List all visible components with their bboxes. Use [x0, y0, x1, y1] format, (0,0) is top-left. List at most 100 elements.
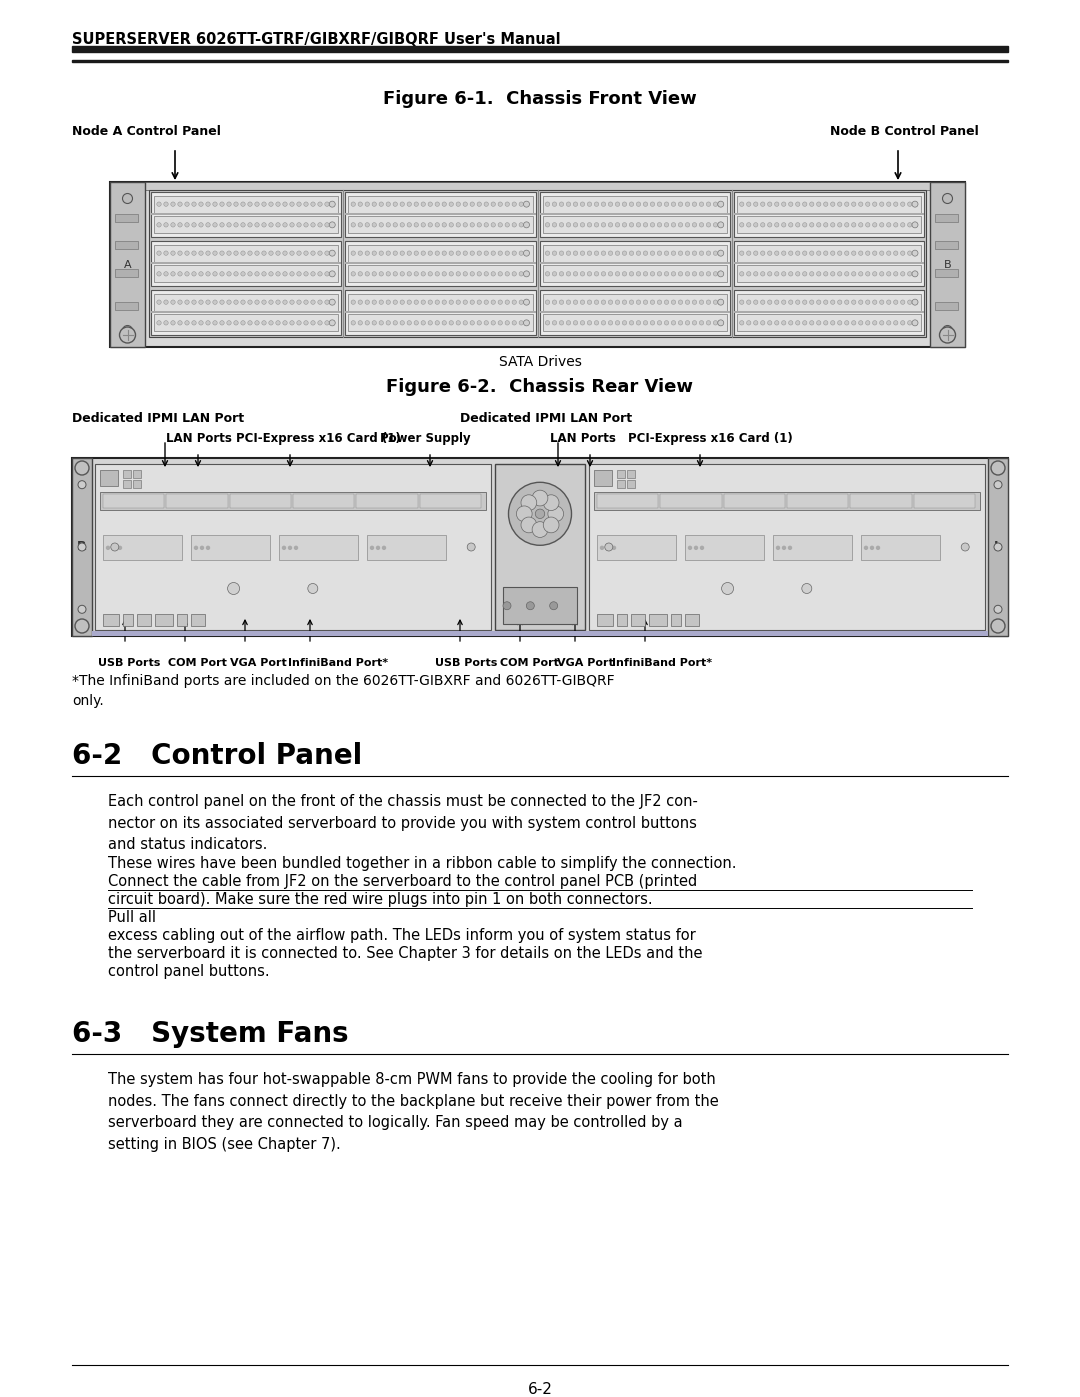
Circle shape — [700, 251, 704, 256]
Circle shape — [303, 300, 308, 305]
Bar — [733, 242, 924, 286]
Circle shape — [824, 222, 828, 228]
Circle shape — [865, 222, 870, 228]
Circle shape — [283, 251, 287, 256]
Circle shape — [220, 251, 225, 256]
Circle shape — [185, 321, 189, 326]
Circle shape — [865, 321, 870, 326]
Circle shape — [227, 321, 231, 326]
Circle shape — [873, 251, 877, 256]
Circle shape — [386, 222, 391, 228]
Circle shape — [622, 222, 626, 228]
Text: Figure 6-2.  Chassis Rear View: Figure 6-2. Chassis Rear View — [387, 379, 693, 395]
Text: the serverboard it is connected to. See Chapter 3 for details on the LEDs and th: the serverboard it is connected to. See … — [108, 946, 702, 961]
Circle shape — [289, 321, 294, 326]
Circle shape — [692, 321, 697, 326]
Circle shape — [608, 203, 612, 207]
Circle shape — [269, 321, 273, 326]
Circle shape — [185, 222, 189, 228]
Circle shape — [372, 203, 377, 207]
Circle shape — [400, 251, 404, 256]
Circle shape — [351, 321, 355, 326]
Circle shape — [247, 251, 253, 256]
Circle shape — [774, 321, 779, 326]
Text: LAN Ports: LAN Ports — [550, 432, 616, 446]
Circle shape — [329, 250, 335, 256]
Circle shape — [692, 251, 697, 256]
Circle shape — [521, 495, 537, 510]
Circle shape — [686, 203, 690, 207]
Circle shape — [552, 271, 556, 277]
Circle shape — [859, 222, 863, 228]
Circle shape — [616, 300, 620, 305]
Circle shape — [879, 203, 883, 207]
Circle shape — [754, 300, 758, 305]
Bar — [348, 244, 532, 261]
Circle shape — [816, 203, 821, 207]
Circle shape — [838, 251, 842, 256]
Circle shape — [887, 271, 891, 277]
Circle shape — [289, 251, 294, 256]
Bar — [154, 196, 338, 212]
Circle shape — [740, 203, 744, 207]
Circle shape — [261, 251, 266, 256]
Circle shape — [379, 251, 383, 256]
Circle shape — [247, 222, 253, 228]
Circle shape — [713, 203, 718, 207]
Bar — [542, 217, 727, 233]
Circle shape — [449, 203, 454, 207]
Bar — [151, 261, 341, 264]
Circle shape — [768, 203, 772, 207]
Circle shape — [754, 321, 758, 326]
Bar — [685, 615, 699, 626]
Circle shape — [796, 251, 800, 256]
Circle shape — [297, 222, 301, 228]
Circle shape — [512, 321, 516, 326]
Circle shape — [893, 300, 897, 305]
Circle shape — [566, 222, 570, 228]
Circle shape — [552, 321, 556, 326]
Circle shape — [435, 203, 440, 207]
Circle shape — [686, 300, 690, 305]
Circle shape — [622, 203, 626, 207]
Bar — [631, 615, 645, 626]
Bar — [114, 214, 138, 222]
Circle shape — [845, 271, 849, 277]
Circle shape — [630, 300, 634, 305]
Circle shape — [573, 321, 578, 326]
Circle shape — [845, 321, 849, 326]
Circle shape — [796, 222, 800, 228]
Bar — [685, 535, 765, 560]
Bar — [589, 464, 985, 630]
Circle shape — [612, 546, 616, 549]
Bar — [649, 615, 667, 626]
Circle shape — [664, 203, 669, 207]
Circle shape — [275, 271, 280, 277]
Circle shape — [887, 251, 891, 256]
Circle shape — [449, 300, 454, 305]
Circle shape — [788, 222, 793, 228]
Circle shape — [658, 222, 662, 228]
Circle shape — [477, 222, 482, 228]
Circle shape — [379, 203, 383, 207]
Circle shape — [199, 222, 203, 228]
Circle shape — [524, 320, 529, 326]
Circle shape — [382, 546, 386, 549]
Circle shape — [901, 271, 905, 277]
Circle shape — [912, 271, 918, 277]
Circle shape — [644, 251, 648, 256]
Circle shape — [283, 271, 287, 277]
Circle shape — [283, 222, 287, 228]
Circle shape — [718, 201, 724, 207]
Circle shape — [185, 251, 189, 256]
Circle shape — [456, 321, 460, 326]
Circle shape — [650, 300, 654, 305]
Circle shape — [311, 321, 315, 326]
Circle shape — [879, 271, 883, 277]
Circle shape — [233, 321, 239, 326]
Text: COM Port: COM Port — [168, 658, 227, 668]
Circle shape — [774, 251, 779, 256]
Bar — [617, 469, 625, 478]
Bar — [346, 291, 536, 335]
Bar — [346, 191, 536, 237]
